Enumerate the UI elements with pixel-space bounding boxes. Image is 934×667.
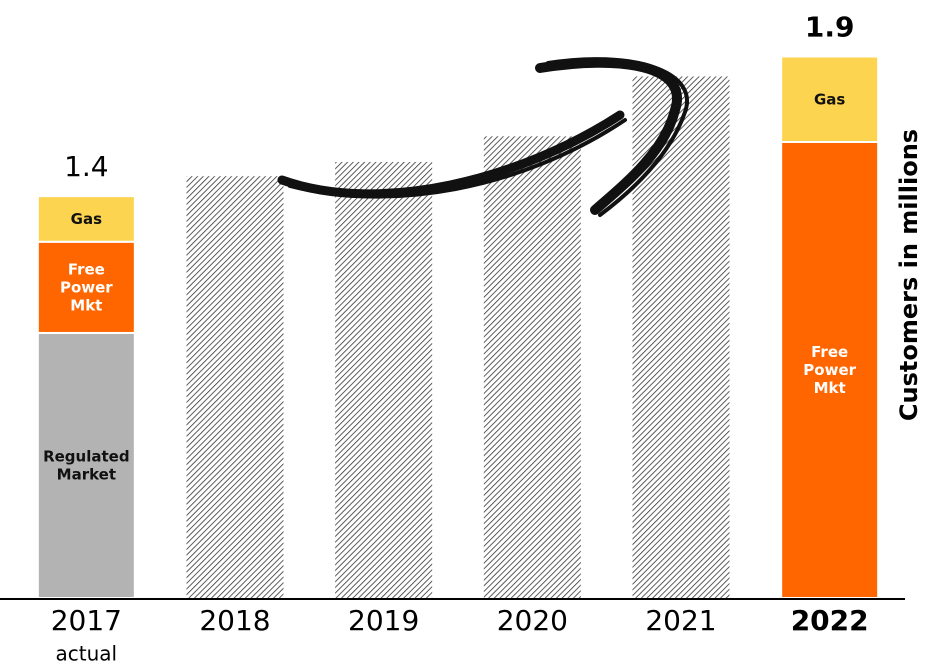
bar-segment [36,331,136,599]
bar-segment [36,195,136,243]
segment-label: Free Power Mkt [60,260,113,314]
x-tick-label: 2021 [645,604,716,637]
bars [36,55,880,599]
segment-label: Gas [71,209,102,227]
segment-label: Gas [814,90,845,108]
segment-label: Regulated Market [43,447,129,483]
total-label: 1.4 [64,150,109,183]
x-tick-label: 2018 [199,604,270,637]
x-tick-label: 2022 [791,604,869,637]
hatched-bar [483,136,581,599]
total-label: 1.9 [805,11,855,44]
bar-segment [780,55,880,143]
category-note: actual [56,642,118,666]
x-tick-label: 2017 [51,604,122,637]
bar-segment [36,240,136,334]
x-tick-label: 2020 [497,604,568,637]
segment-label: Free Power Mkt [803,343,856,397]
hatched-bar [186,176,284,598]
growth-arrow [277,57,689,217]
hatched-bar [335,161,433,598]
y-axis-label: Customers in millions [895,129,923,421]
x-tick-label: 2019 [348,604,419,637]
